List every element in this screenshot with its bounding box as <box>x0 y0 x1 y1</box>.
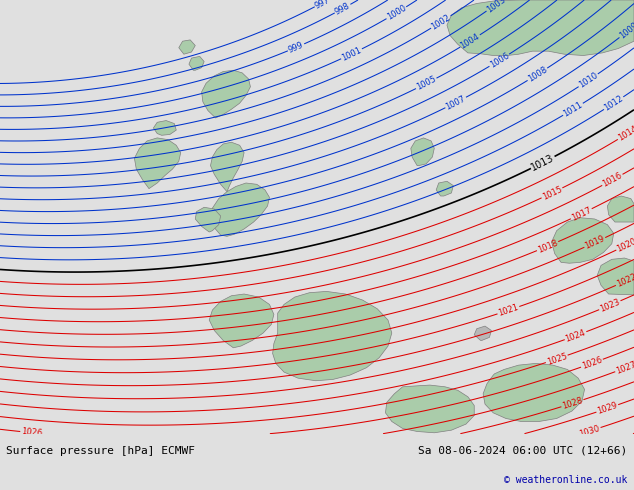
Text: 1021: 1021 <box>497 303 520 318</box>
Text: 1001: 1001 <box>340 45 363 62</box>
Text: 1029: 1029 <box>596 401 619 416</box>
Text: 1015: 1015 <box>541 184 564 201</box>
Text: 1028: 1028 <box>561 396 584 411</box>
Text: 997: 997 <box>313 0 332 10</box>
Polygon shape <box>189 56 204 70</box>
Polygon shape <box>447 0 634 55</box>
Polygon shape <box>552 218 614 263</box>
Text: 1018: 1018 <box>536 238 559 254</box>
Text: 1012: 1012 <box>602 94 625 113</box>
Text: 1008: 1008 <box>526 65 549 84</box>
Text: 1013: 1013 <box>529 152 556 172</box>
Text: 1005: 1005 <box>415 74 437 92</box>
Text: 1006: 1006 <box>488 51 510 70</box>
Text: 1003: 1003 <box>485 0 507 14</box>
Polygon shape <box>134 138 181 189</box>
Polygon shape <box>483 364 585 421</box>
Text: 1024: 1024 <box>564 328 587 343</box>
Text: 1026: 1026 <box>581 355 604 371</box>
Text: 1016: 1016 <box>601 171 624 189</box>
Polygon shape <box>597 258 634 295</box>
Polygon shape <box>411 138 434 166</box>
Polygon shape <box>153 121 176 135</box>
Text: 1030: 1030 <box>578 423 601 439</box>
Text: 1004: 1004 <box>459 32 481 50</box>
Text: 998: 998 <box>333 1 352 17</box>
Text: 1019: 1019 <box>583 234 606 251</box>
Polygon shape <box>195 207 221 232</box>
Text: 1026: 1026 <box>21 427 42 438</box>
Text: 1010: 1010 <box>577 71 600 90</box>
Text: 1009: 1009 <box>618 21 634 41</box>
Text: 1027: 1027 <box>614 360 634 375</box>
Polygon shape <box>474 326 491 341</box>
Text: 1007: 1007 <box>444 94 467 111</box>
Text: Surface pressure [hPa] ECMWF: Surface pressure [hPa] ECMWF <box>6 445 195 456</box>
Polygon shape <box>607 196 634 222</box>
Text: 1022: 1022 <box>615 272 634 289</box>
Polygon shape <box>436 181 453 196</box>
Polygon shape <box>385 385 474 433</box>
Polygon shape <box>210 142 244 192</box>
Text: 999: 999 <box>287 40 305 54</box>
Text: 1002: 1002 <box>430 13 452 31</box>
Text: 1017: 1017 <box>570 205 593 222</box>
Polygon shape <box>210 183 269 236</box>
Text: 1023: 1023 <box>598 297 621 314</box>
Polygon shape <box>209 294 274 348</box>
Text: Sa 08-06-2024 06:00 UTC (12+66): Sa 08-06-2024 06:00 UTC (12+66) <box>418 445 628 456</box>
Text: 1014: 1014 <box>616 124 634 143</box>
Polygon shape <box>202 70 250 118</box>
Polygon shape <box>273 292 392 381</box>
Text: 1025: 1025 <box>545 351 568 367</box>
Text: 1000: 1000 <box>385 3 408 22</box>
Text: © weatheronline.co.uk: © weatheronline.co.uk <box>504 475 628 485</box>
Polygon shape <box>179 40 195 54</box>
Text: 1011: 1011 <box>562 100 585 119</box>
Text: 1020: 1020 <box>615 237 634 254</box>
